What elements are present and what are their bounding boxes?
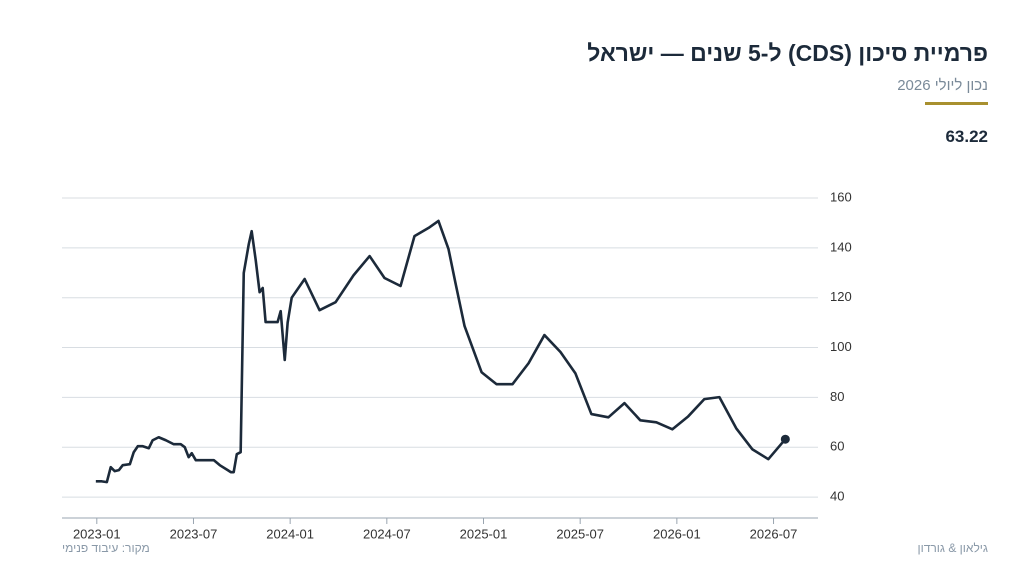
- y-tick-label: 160: [830, 189, 852, 204]
- x-tick-label: 2026-07: [750, 526, 798, 541]
- y-tick-label: 120: [830, 289, 852, 304]
- y-tick-label: 80: [830, 389, 844, 404]
- last-point: [780, 434, 790, 444]
- y-tick-label: 100: [830, 339, 852, 354]
- x-tick-label: 2023-07: [170, 526, 218, 541]
- x-tick-label: 2025-01: [460, 526, 508, 541]
- x-tick-label: 2024-01: [266, 526, 314, 541]
- source-note: מקור: עיבוד פנימי: [62, 541, 150, 555]
- x-tick-label: 2023-01: [73, 526, 121, 541]
- y-tick-label: 140: [830, 239, 852, 254]
- x-tick-label: 2026-01: [653, 526, 701, 541]
- y-tick-label: 40: [830, 489, 844, 504]
- chart-title: פרמיית סיכון (CDS) ל-5 שנים — ישראל: [587, 40, 988, 66]
- y-tick-label: 60: [830, 439, 844, 454]
- brand: גילאון & גורדון: [917, 541, 988, 555]
- latest-value: 63.22: [945, 127, 988, 146]
- series-line: [95, 219, 787, 484]
- x-tick-label: 2024-07: [363, 526, 411, 541]
- accent-rule: [925, 102, 988, 105]
- chart-subtitle: נכון ליולי 2026: [897, 77, 988, 94]
- x-tick-label: 2025-07: [556, 526, 604, 541]
